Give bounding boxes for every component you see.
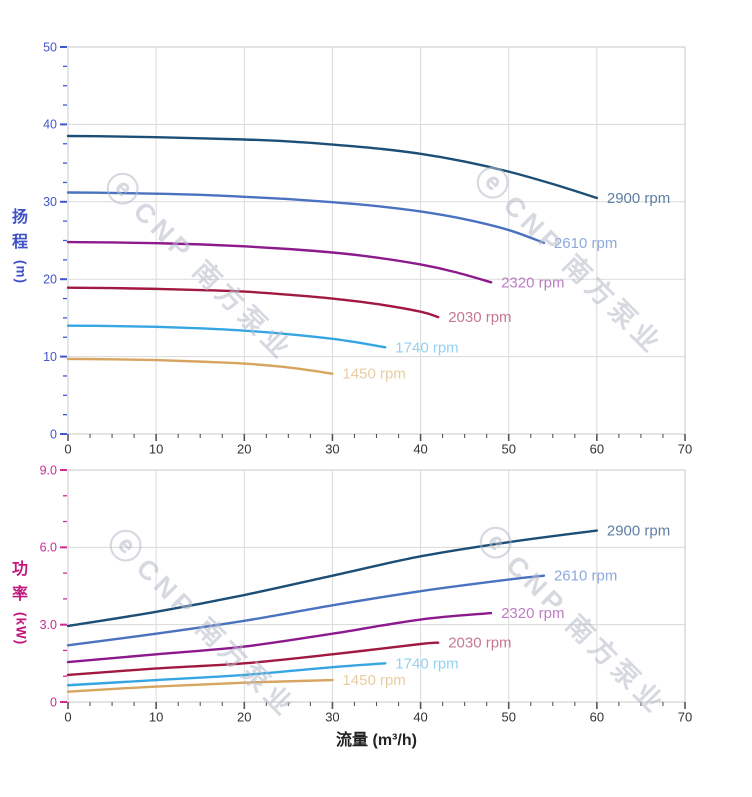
y-axis-tick-label: 3.0 xyxy=(40,618,57,632)
series-label-2030-rpm: 2030 rpm xyxy=(448,309,511,326)
series-label-2320-rpm: 2320 rpm xyxy=(501,274,564,291)
y-axis-tick-label: 50 xyxy=(43,40,57,54)
cnp-logo-icon: ⓔ xyxy=(467,158,517,209)
y-axis-tick-label: 20 xyxy=(43,272,57,286)
watermark: ⓔ CNP 南方泵业 xyxy=(95,159,307,371)
series-curve-1740-rpm xyxy=(66,324,387,349)
series-curve-1740-rpm xyxy=(66,662,387,687)
head-axis-title: 扬 程 (m) xyxy=(8,206,32,284)
flow-axis-title: 流量 (m³/h) xyxy=(336,732,417,749)
series-label-1740-rpm: 1740 rpm xyxy=(395,655,458,672)
y-axis-tick-label: 9.0 xyxy=(40,463,57,477)
watermark-text: CNP 南方泵业 xyxy=(130,552,303,724)
series-curve-2030-rpm xyxy=(66,286,440,319)
x-axis-tick-label: 70 xyxy=(678,709,692,724)
y-axis-tick-label: 6.0 xyxy=(40,541,57,555)
x-axis-tick-label: 60 xyxy=(590,709,604,724)
y-axis-tick-label: 10 xyxy=(43,350,57,364)
x-axis-tick-label: 70 xyxy=(678,441,692,456)
y-axis-tick-label: 40 xyxy=(43,118,57,132)
x-axis-tick-label: 50 xyxy=(501,709,515,724)
watermark-text: CNP 南方泵业 xyxy=(500,549,673,721)
watermark: ⓔ CNP 南方泵业 xyxy=(465,153,677,365)
x-axis-tick-label: 20 xyxy=(237,709,251,724)
series-label-2610-rpm: 2610 rpm xyxy=(554,235,617,252)
head-axis-title-char: 程 xyxy=(11,233,28,251)
x-axis-tick-label: 20 xyxy=(237,441,251,456)
series-curve-2320-rpm xyxy=(66,240,493,284)
series-curve-1450-rpm xyxy=(66,357,334,375)
series-label-2320-rpm: 2320 rpm xyxy=(501,605,564,622)
watermark: ⓔ CNP 南方泵业 xyxy=(468,513,680,725)
head-axis-unit: (m) xyxy=(13,259,29,284)
x-axis-tick-label: 0 xyxy=(64,441,71,456)
series-curve-2610-rpm xyxy=(66,574,546,647)
x-axis-tick-label: 40 xyxy=(413,441,427,456)
series-label-1450-rpm: 1450 rpm xyxy=(342,366,405,383)
x-axis-tick-label: 30 xyxy=(325,441,339,456)
series-curve-1450-rpm xyxy=(66,678,334,693)
series-label-1450-rpm: 1450 rpm xyxy=(342,672,405,689)
watermark-text: CNP 南方泵业 xyxy=(497,189,670,361)
series-curve-2900-rpm xyxy=(66,134,599,200)
series-label-1740-rpm: 1740 rpm xyxy=(395,339,458,356)
y-axis-tick-label: 0 xyxy=(50,427,57,441)
x-axis-tick-label: 10 xyxy=(149,441,163,456)
x-axis-tick-label: 0 xyxy=(64,709,71,724)
series-curve-2610-rpm xyxy=(66,191,546,245)
series-label-2900-rpm: 2900 rpm xyxy=(607,523,670,540)
cnp-logo-icon: ⓔ xyxy=(470,518,520,569)
power-axis-title-char: 率 xyxy=(11,585,28,603)
plot-border xyxy=(67,469,686,703)
power-axis-title: 功 率 (kW) xyxy=(8,558,32,645)
y-axis-tick-label: 30 xyxy=(43,195,57,209)
series-curve-2900-rpm xyxy=(66,529,599,628)
power-axis-unit: (kW) xyxy=(13,611,29,645)
series-curve-2030-rpm xyxy=(66,641,440,677)
x-axis-tick-label: 30 xyxy=(325,709,339,724)
power-axis-title-char: 功 xyxy=(11,561,28,578)
series-curve-2320-rpm xyxy=(66,611,493,664)
watermark-text: CNP 南方泵业 xyxy=(127,195,300,367)
series-label-2610-rpm: 2610 rpm xyxy=(554,568,617,585)
cnp-logo-icon: ⓔ xyxy=(100,521,150,572)
y-axis-tick-label: 0 xyxy=(50,695,57,709)
x-axis-tick-label: 50 xyxy=(501,441,515,456)
cnp-logo-icon: ⓔ xyxy=(97,164,147,215)
series-label-2030-rpm: 2030 rpm xyxy=(448,635,511,652)
x-axis-tick-label: 60 xyxy=(590,441,604,456)
watermark: ⓔ CNP 南方泵业 xyxy=(98,516,310,728)
x-axis-tick-label: 10 xyxy=(149,709,163,724)
head-axis-title-char: 扬 xyxy=(11,209,28,226)
x-axis-tick-label: 40 xyxy=(413,709,427,724)
series-label-2900-rpm: 2900 rpm xyxy=(607,190,670,207)
plot-border xyxy=(67,46,686,435)
